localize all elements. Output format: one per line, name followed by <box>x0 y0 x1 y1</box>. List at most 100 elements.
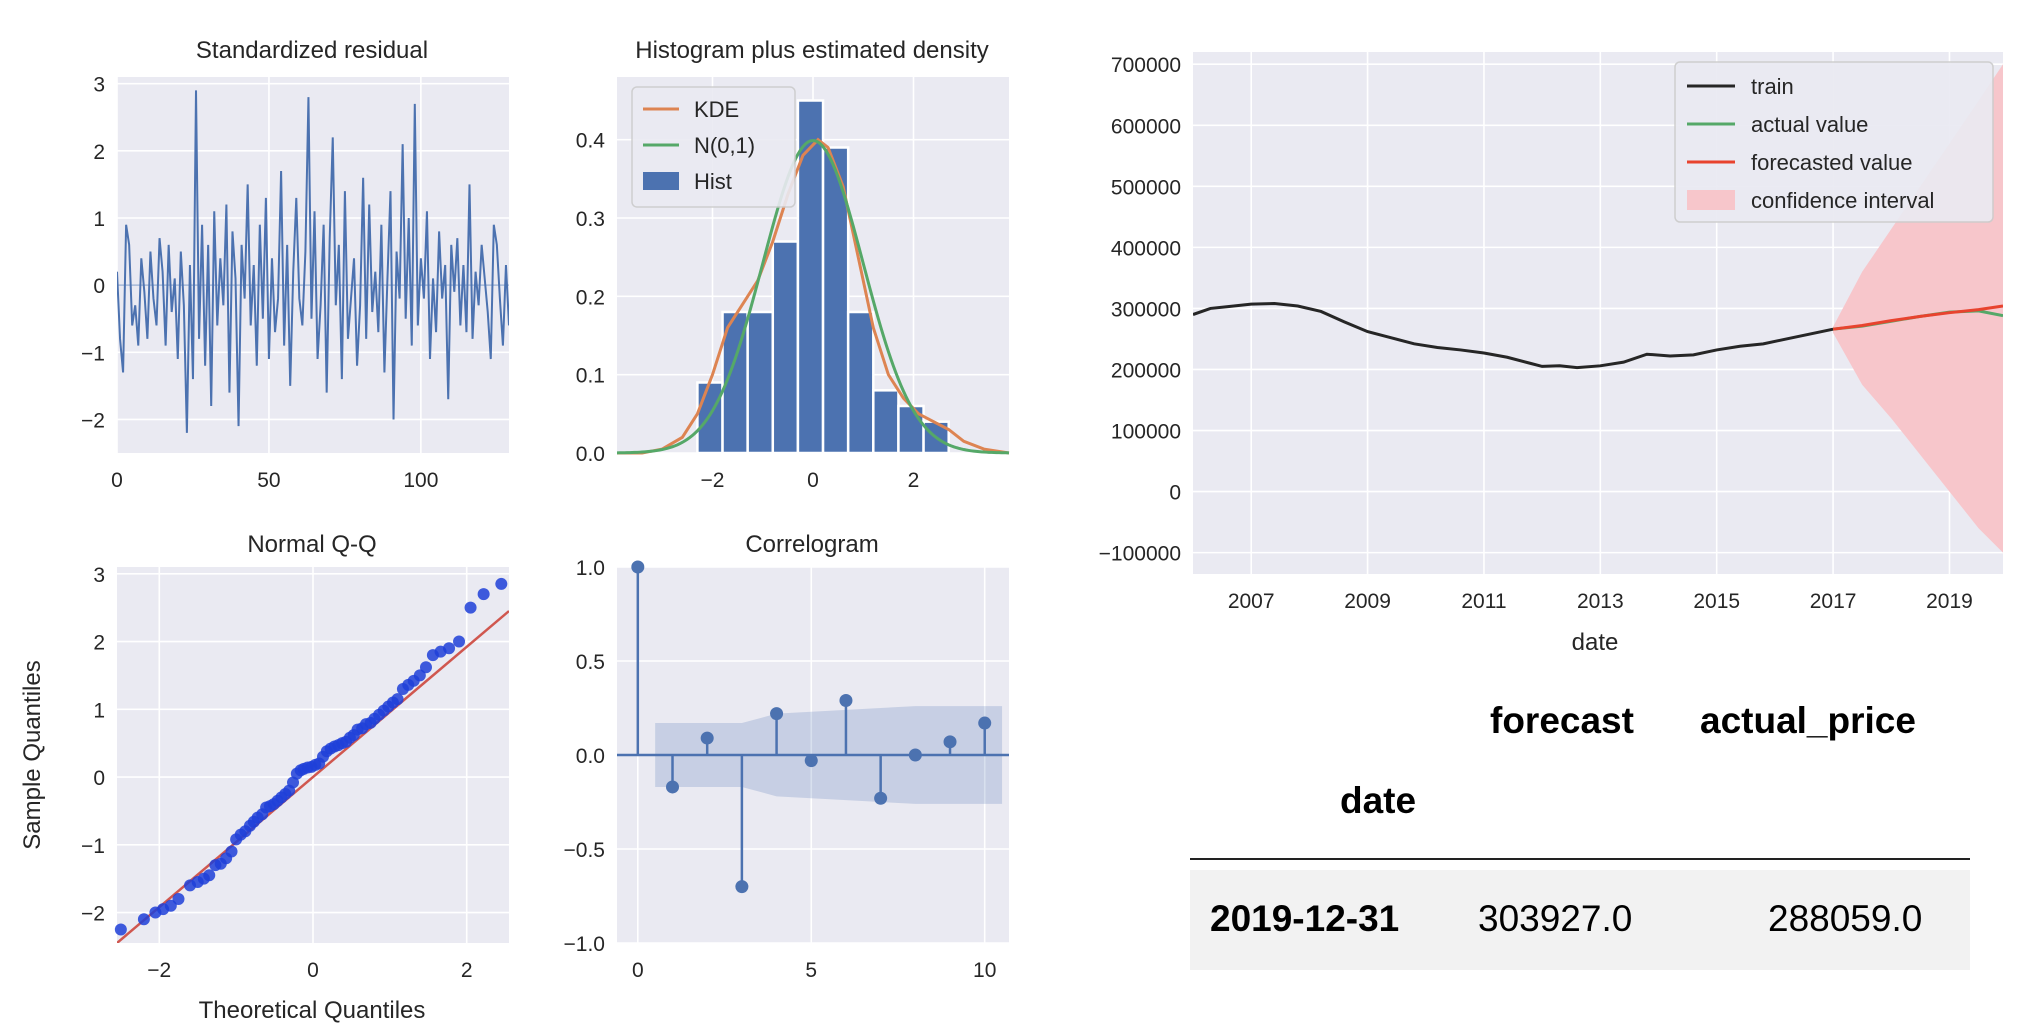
column-header-forecast: forecast <box>1490 700 1634 741</box>
chart-title: Standardized residual <box>196 37 428 64</box>
histogram-bar <box>796 99 825 455</box>
y-tick-label: 2 <box>93 141 105 164</box>
y-tick-label: 300000 <box>1111 298 1181 321</box>
x-tick-label: 0 <box>632 959 644 982</box>
actual-price-cell: 288059.0 <box>1768 898 1923 939</box>
acf-marker <box>735 880 749 894</box>
legend-label: KDE <box>694 97 739 122</box>
legend-swatch-patch <box>1687 190 1735 210</box>
x-tick-label: 2 <box>908 469 920 492</box>
acf-marker <box>770 707 784 721</box>
x-tick-label: 2009 <box>1344 590 1391 613</box>
forecast-table: forecast actual_price date 2019-12-31 30… <box>1190 700 1970 970</box>
y-tick-label: −1 <box>81 342 105 365</box>
histogram-bar <box>846 310 875 455</box>
acf-marker <box>874 791 888 805</box>
table-row: 2019-12-31 303927.0 288059.0 <box>1190 870 1970 970</box>
table-header-row: forecast actual_price <box>1190 700 1970 760</box>
y-tick-label: −1 <box>81 835 105 858</box>
histogram-bar <box>696 381 724 455</box>
x-tick-label: 2011 <box>1461 590 1506 613</box>
x-tick-label: 2007 <box>1228 590 1275 613</box>
x-axis-label: date <box>1572 629 1619 656</box>
column-header-actual-price: actual_price <box>1700 700 1916 741</box>
qq-point <box>164 899 177 912</box>
chart-title: Correlogram <box>745 531 878 558</box>
qq-chart: Normal Q-Q Theoretical Quantiles Sample … <box>19 531 509 1024</box>
qq-point <box>413 669 426 682</box>
acf-marker <box>908 748 922 762</box>
x-tick-label: 0 <box>807 469 819 492</box>
x-tick-label: 50 <box>257 469 280 492</box>
legend-box <box>1674 61 1994 223</box>
qq-point <box>464 601 477 614</box>
acf-marker <box>700 731 714 745</box>
legend: KDE N(0,1) Hist <box>631 86 796 208</box>
acf-marker <box>978 716 992 730</box>
y-tick-label: −1.0 <box>564 933 605 956</box>
qq-point <box>172 892 185 905</box>
acf-marker <box>631 560 645 574</box>
legend-label: train <box>1751 74 1794 99</box>
reference-line <box>117 610 509 943</box>
y-tick-label: 0 <box>93 275 105 298</box>
legend-label: N(0,1) <box>694 133 755 158</box>
qq-point <box>391 693 404 706</box>
qq-point <box>443 642 456 655</box>
y-tick-label: 1.0 <box>576 557 605 580</box>
y-tick-label: 0 <box>93 767 105 790</box>
series-line-train <box>1193 302 1834 370</box>
legend-label: confidence interval <box>1751 188 1934 213</box>
histogram-bar <box>872 389 900 455</box>
y-tick-label: 700000 <box>1111 54 1181 77</box>
y-axis-label: Sample Quantiles <box>19 660 46 849</box>
normal-density-line <box>616 138 1010 455</box>
qq-point <box>114 923 127 936</box>
x-axis-label: Theoretical Quantiles <box>199 997 426 1024</box>
y-tick-label: 0.5 <box>576 651 605 674</box>
histogram-bar <box>746 310 775 455</box>
x-tick-label: 2015 <box>1693 590 1740 613</box>
y-tick-label: 0.2 <box>576 286 605 309</box>
x-tick-label: 100 <box>403 469 438 492</box>
y-tick-label: 2 <box>93 632 105 655</box>
y-tick-label: 100000 <box>1111 421 1181 444</box>
legend: train actual value forecasted value confide… <box>1674 61 1994 223</box>
acf-marker <box>666 780 680 794</box>
y-tick-label: −100000 <box>1099 543 1181 566</box>
histogram-chart: Histogram plus estimated density −2 0 2 0.0… <box>576 37 1010 492</box>
row-index-cell: 2019-12-31 <box>1210 898 1400 939</box>
y-tick-label: 0.3 <box>576 208 605 231</box>
acf-marker <box>839 693 853 707</box>
y-tick-label: 3 <box>93 564 105 587</box>
qq-point <box>419 661 432 674</box>
qq-point <box>225 845 238 858</box>
legend-label: forecasted value <box>1751 150 1912 175</box>
residual-chart: Standardized residual 0 50 100 −2 −1 0 1 2 3 <box>81 37 509 492</box>
acf-marker <box>943 735 957 749</box>
index-header-row: date <box>1190 760 1970 870</box>
legend-label: Hist <box>694 169 732 194</box>
y-tick-label: 1 <box>93 699 105 722</box>
x-tick-label: 2019 <box>1926 590 1973 613</box>
y-tick-label: 0.1 <box>576 365 605 388</box>
y-tick-label: 600000 <box>1111 115 1181 138</box>
y-tick-label: −0.5 <box>564 839 605 862</box>
y-tick-label: 200000 <box>1111 359 1181 382</box>
residual-series-line <box>117 90 509 433</box>
qq-point <box>203 869 216 882</box>
y-tick-label: 0.4 <box>576 130 606 153</box>
qq-point <box>453 635 466 648</box>
y-tick-label: 1 <box>93 208 105 231</box>
x-tick-label: 2013 <box>1577 590 1624 613</box>
x-tick-label: −2 <box>701 469 725 492</box>
forecast-cell: 303927.0 <box>1478 898 1633 939</box>
gridlines <box>117 567 509 943</box>
y-tick-label: −2 <box>81 903 105 926</box>
histogram-bar <box>771 240 800 455</box>
x-tick-label: 0 <box>111 469 123 492</box>
y-tick-label: 0 <box>1169 482 1181 505</box>
x-tick-label: 2 <box>461 959 473 982</box>
qq-point <box>137 913 150 926</box>
